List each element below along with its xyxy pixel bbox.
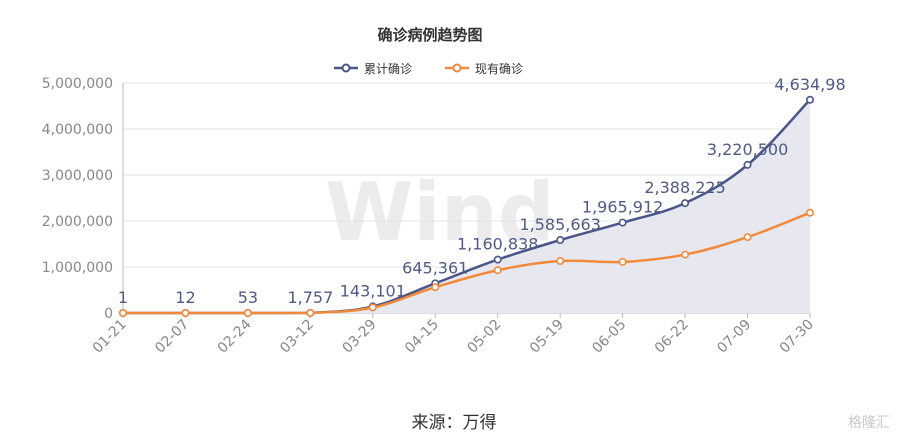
data-label: 3,220,500 bbox=[707, 140, 788, 159]
data-point bbox=[681, 250, 690, 259]
y-tick-label: 0 bbox=[104, 306, 113, 322]
data-label: 2,388,225 bbox=[644, 178, 725, 197]
data-label: 143,101 bbox=[340, 281, 406, 300]
y-tick-label: 5,000,000 bbox=[42, 76, 113, 92]
y-tick-label: 1,000,000 bbox=[42, 260, 113, 276]
x-tick-label: 06-05 bbox=[589, 317, 629, 357]
data-point bbox=[556, 236, 565, 245]
data-label: 1,757 bbox=[287, 288, 333, 307]
x-tick-label: 02-07 bbox=[152, 317, 192, 357]
data-label: 1 bbox=[118, 288, 128, 307]
data-point bbox=[243, 308, 252, 317]
y-tick-label: 3,000,000 bbox=[42, 168, 113, 184]
data-point bbox=[618, 218, 627, 227]
data-point bbox=[743, 233, 752, 242]
y-tick-label: 2,000,000 bbox=[42, 214, 113, 230]
plot-area: 1 12 53 1,757 143,101 645,361 1,160,8381,585,6… bbox=[118, 75, 846, 317]
data-label: 1,965,912 bbox=[582, 198, 663, 217]
wind-watermark: Wind bbox=[325, 166, 555, 259]
data-point bbox=[493, 255, 502, 264]
legend-marker bbox=[452, 63, 462, 73]
x-tick-label: 03-12 bbox=[277, 317, 317, 357]
gelonghui-logo: 格隆汇 bbox=[848, 415, 890, 431]
legend-marker bbox=[341, 63, 351, 73]
x-tick-label: 06-22 bbox=[652, 317, 692, 357]
data-point bbox=[493, 266, 502, 275]
legend-label: 累计确诊 bbox=[364, 62, 412, 76]
data-point bbox=[556, 257, 565, 266]
x-tick-label: 04-15 bbox=[402, 317, 442, 357]
source-note: 来源：万得 bbox=[411, 413, 497, 433]
data-label: 645,361 bbox=[402, 258, 468, 277]
x-tick-label: 01-21 bbox=[90, 317, 130, 357]
x-tick-label: 07-09 bbox=[714, 317, 754, 357]
x-axis: 01-21 02-07 02-24 03-12 03-29 04-15 05-02 05-19… bbox=[90, 312, 817, 357]
data-point bbox=[306, 308, 315, 317]
legend[interactable]: 累计确诊 现有确诊 bbox=[334, 62, 523, 76]
data-point bbox=[119, 308, 128, 317]
data-point bbox=[805, 208, 814, 217]
data-label: 1,160,838 bbox=[457, 235, 538, 254]
x-tick-label: 03-29 bbox=[340, 317, 380, 357]
data-point bbox=[805, 95, 814, 104]
y-axis: 0 1,000,000 2,000,000 3,000,000 4,000,000 5,0… bbox=[42, 76, 124, 322]
data-point bbox=[681, 199, 690, 208]
x-tick-label: 05-19 bbox=[527, 317, 567, 357]
x-tick-label: 07-30 bbox=[777, 317, 817, 357]
data-label: 53 bbox=[238, 288, 258, 307]
data-point bbox=[368, 303, 377, 312]
chart-title: 确诊病例趋势图 bbox=[377, 26, 482, 44]
legend-label: 现有确诊 bbox=[475, 62, 523, 76]
y-tick-label: 4,000,000 bbox=[42, 122, 113, 138]
data-label: 4,634,98 bbox=[774, 75, 845, 94]
data-point bbox=[743, 160, 752, 169]
x-tick-label: 02-24 bbox=[215, 316, 255, 356]
data-label: 12 bbox=[175, 288, 195, 307]
trend-chart: Wind 确诊病例趋势图 累计确诊 现有确诊 0 1,000,000 2,000,00… bbox=[42, 26, 846, 357]
data-label: 1,585,663 bbox=[519, 215, 600, 234]
x-tick-label: 05-02 bbox=[464, 317, 504, 357]
data-point bbox=[431, 283, 440, 292]
data-point bbox=[618, 257, 627, 266]
data-point bbox=[181, 308, 190, 317]
